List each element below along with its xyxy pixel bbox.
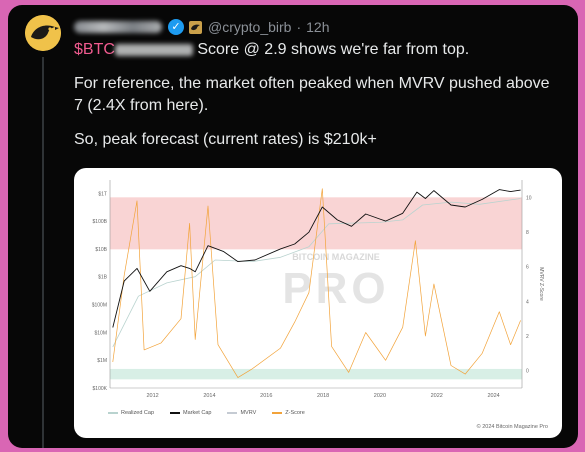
legend-label: Realized Cap [121, 410, 155, 416]
verified-badge-icon[interactable]: ✓ [168, 19, 184, 35]
legend-label: MVRV [240, 410, 257, 416]
post-timestamp[interactable]: 12h [306, 19, 330, 35]
x-tick-label: 2022 [431, 393, 443, 399]
y-left-tick-label: $10B [95, 247, 107, 253]
y-left-tick-label: $100B [93, 219, 108, 225]
x-tick-label: 2024 [487, 393, 499, 399]
watermark-top: BITCOIN MAGAZINE [292, 252, 380, 262]
x-tick-label: 2020 [374, 393, 386, 399]
y-left-tick-label: $10M [94, 330, 107, 336]
y-right-tick-label: 4 [526, 299, 529, 305]
x-tick-label: 2018 [317, 393, 329, 399]
overvalued-band [110, 197, 522, 250]
user-handle[interactable]: @crypto_birb [208, 19, 292, 35]
legend-item: Market Cap [170, 410, 211, 416]
undervalued-band [110, 368, 522, 380]
legend-swatch [272, 412, 283, 414]
tweet-paragraph-2: For reference, the market often peaked w… [74, 75, 550, 114]
tweet-header: ✓ @crypto_birb · 12h [74, 18, 330, 36]
x-tick-label: 2016 [260, 393, 272, 399]
chart-credit: © 2024 Bitcoin Magazine Pro [476, 424, 548, 430]
z-score-line [112, 188, 521, 378]
y-right-tick-label: 2 [526, 334, 529, 340]
tweet-line-1-text: Score @ 2.9 shows we're far from top. [197, 41, 470, 58]
tweet-body: $BTC Score @ 2.9 shows we're far from to… [74, 39, 562, 163]
tweet-line-1: $BTC Score @ 2.9 shows we're far from to… [74, 39, 562, 61]
y-left-tick-label: $100K [93, 386, 108, 392]
cashtag-link[interactable]: $BTC [74, 41, 115, 58]
y-right-tick-label: 0 [526, 369, 529, 375]
y-left-tick-label: $1M [97, 358, 107, 364]
y-right-axis-title: MVRV Z-Score [538, 267, 544, 301]
thread-line [42, 57, 44, 448]
y-left-tick-label: $1B [98, 275, 108, 281]
market-cap-line [112, 189, 521, 328]
legend-swatch [108, 412, 118, 414]
tweet-paragraph-3: So, peak forecast (current rates) is $21… [74, 131, 377, 148]
legend-label: Market Cap [183, 410, 212, 416]
realized-cap-line [112, 198, 521, 348]
legend-item: Realized Cap [108, 410, 154, 416]
y-left-tick-label: $100M [92, 303, 107, 309]
legend-item: MVRV [227, 410, 256, 416]
avatar[interactable] [25, 15, 61, 51]
chart-image[interactable]: BITCOIN MAGAZINE PRO 2012 2014 2016 2018 202… [74, 168, 562, 438]
y-right-tick-label: 8 [526, 230, 529, 236]
redacted-text [114, 43, 193, 56]
legend-item: Z-Score [272, 410, 305, 416]
x-tick-label: 2014 [203, 393, 215, 399]
legend-swatch [227, 412, 238, 414]
display-name-redacted[interactable] [74, 21, 162, 33]
tweet-card: ✓ @crypto_birb · 12h $BTC Score @ 2.9 sh… [8, 5, 578, 448]
y-left-tick-label: $1T [98, 191, 107, 197]
bird-logo-icon [25, 15, 61, 51]
y-right-tick-label: 6 [526, 265, 529, 271]
affiliate-badge-icon[interactable] [189, 20, 202, 34]
x-tick-label: 2012 [146, 393, 158, 399]
y-right-tick-label: 10 [526, 195, 532, 201]
chart-legend: Realized Cap Market Cap MVRV Z-Score [108, 410, 305, 416]
separator-dot: · [296, 19, 302, 35]
mvrv-zscore-chart: BITCOIN MAGAZINE PRO 2012 2014 2016 2018 202… [92, 180, 544, 399]
legend-swatch [170, 412, 181, 414]
legend-label: Z-Score [285, 410, 305, 416]
watermark-pro: PRO [282, 264, 389, 313]
